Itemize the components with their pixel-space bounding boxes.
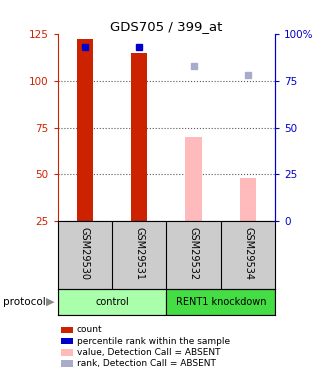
Text: value, Detection Call = ABSENT: value, Detection Call = ABSENT — [77, 348, 220, 357]
Text: GSM29530: GSM29530 — [80, 226, 90, 280]
Bar — [77, 39, 93, 221]
Bar — [166, 289, 275, 315]
Bar — [131, 53, 148, 221]
Text: GSM29534: GSM29534 — [243, 226, 253, 280]
Text: count: count — [77, 326, 102, 334]
Bar — [186, 137, 202, 221]
Text: percentile rank within the sample: percentile rank within the sample — [77, 337, 230, 346]
Text: GSM29532: GSM29532 — [188, 226, 199, 280]
Bar — [58, 289, 166, 315]
Text: GSM29531: GSM29531 — [134, 226, 144, 280]
Text: rank, Detection Call = ABSENT: rank, Detection Call = ABSENT — [77, 359, 216, 368]
Text: protocol: protocol — [3, 297, 46, 307]
Text: ▶: ▶ — [46, 297, 55, 307]
Text: RENT1 knockdown: RENT1 knockdown — [176, 297, 266, 307]
Title: GDS705 / 399_at: GDS705 / 399_at — [110, 20, 223, 33]
Bar — [240, 178, 256, 221]
Text: control: control — [95, 297, 129, 307]
